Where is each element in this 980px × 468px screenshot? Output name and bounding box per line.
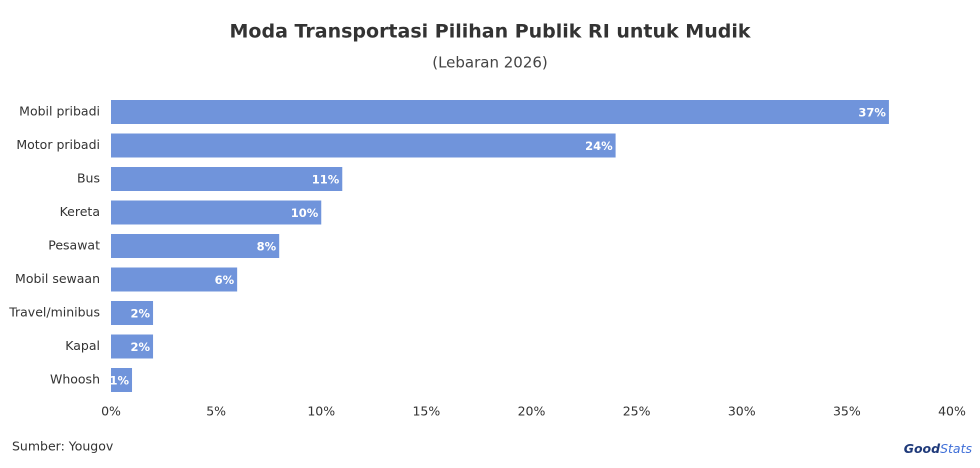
x-tick-label: 25% [623,404,651,419]
chart-title: Moda Transportasi Pilihan Publik RI untu… [230,21,751,43]
logo-stats: Stats [940,441,972,456]
bar [111,334,154,359]
value-label: 6% [215,273,235,287]
x-tick-label: 30% [728,404,756,419]
x-tick-label: 15% [412,404,440,419]
logo: GoodStats [904,441,973,456]
value-label: 11% [312,173,340,187]
bar [111,368,133,392]
y-tick-label: Mobil sewaan [15,271,100,286]
x-tick-label: 0% [101,404,121,419]
x-tick-label: 35% [833,404,861,419]
x-tick-label: 10% [307,404,335,419]
y-tick-label: Mobil pribadi [19,104,100,119]
bar [111,133,616,158]
x-tick-label: 5% [206,404,226,419]
bar [111,267,238,292]
y-tick-label: Kereta [60,204,100,219]
value-label: 1% [109,374,129,388]
value-label: 37% [858,106,886,120]
value-label: 24% [585,139,613,153]
y-tick-label: Bus [77,171,100,186]
value-label: 2% [131,307,151,321]
source: Sumber: Yougov [12,439,114,454]
chart-subtitle: (Lebaran 2026) [432,54,548,72]
y-tick-label: Travel/minibus [8,305,100,320]
bar [111,167,343,191]
y-tick-label: Whoosh [50,372,100,387]
x-tick-label: 40% [938,404,966,419]
logo-good: Good [904,441,941,456]
y-tick-label: Pesawat [48,238,100,253]
bar [111,301,154,325]
x-tick-label: 20% [518,404,546,419]
value-label: 10% [291,206,319,220]
bar [111,100,889,124]
y-tick-label: Motor pribadi [16,137,100,152]
bar [111,200,322,225]
y-tick-label: Kapal [65,338,100,353]
bar [111,234,280,258]
value-label: 8% [257,240,277,254]
value-label: 2% [131,340,151,354]
